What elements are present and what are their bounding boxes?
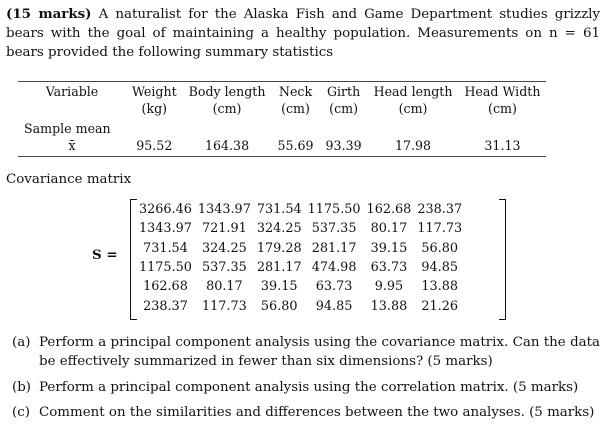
matrix-cell: 281.17 bbox=[256, 260, 302, 276]
matrix-cell: 162.68 bbox=[143, 279, 188, 295]
matrix-row: 3266.46 1343.97 731.54 1175.50 162.68 23… bbox=[136, 200, 465, 219]
matrix-label: S = bbox=[92, 247, 118, 263]
matrix-row: 238.37 117.73 56.80 94.85 13.88 21.26 bbox=[136, 296, 465, 315]
matrix-cell: 238.37 bbox=[417, 202, 463, 218]
matrix-cell: 80.17 bbox=[206, 279, 243, 295]
matrix-cell: 94.85 bbox=[315, 298, 353, 314]
matrix-cell: 537.35 bbox=[311, 221, 357, 237]
sample-mean-row: x̄ 95.52 164.38 55.69 93.39 17.98 31.13 bbox=[18, 137, 547, 157]
matrix-cell: 80.17 bbox=[370, 221, 408, 237]
unit-head-length: (cm) bbox=[398, 101, 428, 116]
matrix-cell: 281.17 bbox=[311, 240, 357, 256]
mean-body-length: 164.38 bbox=[182, 137, 272, 157]
matrix-cell: 117.73 bbox=[201, 298, 247, 314]
matrix-cell: 63.73 bbox=[315, 279, 353, 295]
matrix-cell: 1175.50 bbox=[307, 202, 361, 218]
covariance-title: Covariance matrix bbox=[6, 172, 132, 187]
matrix-row: 1175.50 537.35 281.17 474.98 63.73 94.85 bbox=[136, 258, 465, 277]
question-text: Comment on the similarities and differen… bbox=[39, 405, 595, 420]
unit-blank bbox=[18, 100, 126, 117]
matrix-cell: 63.73 bbox=[370, 260, 408, 276]
matrix-cell: 9.95 bbox=[374, 279, 404, 295]
header-variable: Variable bbox=[18, 81, 126, 100]
mean-head-width: 31.13 bbox=[458, 137, 547, 157]
mean-weight: 95.52 bbox=[126, 137, 183, 157]
matrix-cell: 162.68 bbox=[366, 202, 412, 218]
matrix-cell: 39.15 bbox=[260, 279, 298, 295]
question-label: (b) bbox=[12, 380, 32, 395]
summary-statistics-table: Variable Weight Body length Neck Girth H… bbox=[18, 81, 547, 157]
intro-text: A naturalist for the Alaska Fish and Gam… bbox=[6, 7, 601, 60]
unit-body-length: (cm) bbox=[212, 101, 242, 116]
matrix-cell: 179.28 bbox=[256, 240, 302, 256]
problem-intro: (15 marks) A naturalist for the Alaska F… bbox=[6, 5, 600, 62]
question-text: Perform a principal component analysis u… bbox=[39, 380, 579, 395]
mean-girth: 93.39 bbox=[319, 137, 368, 157]
matrix-table: 3266.46 1343.97 731.54 1175.50 162.68 23… bbox=[136, 200, 465, 316]
header-girth: Girth bbox=[319, 81, 368, 100]
table-units-row: (kg) (cm) (cm) (cm) (cm) (cm) bbox=[18, 100, 546, 117]
header-head-width: Head Width bbox=[458, 81, 547, 100]
unit-head-width: (cm) bbox=[488, 101, 517, 116]
sample-mean-label-row: Sample mean bbox=[18, 117, 546, 137]
matrix-cell: 537.35 bbox=[201, 260, 247, 276]
matrix-cell: 13.88 bbox=[421, 279, 459, 295]
matrix-cell: 731.54 bbox=[143, 240, 188, 256]
mean-neck: 55.69 bbox=[271, 137, 320, 157]
covariance-matrix: 3266.46 1343.97 731.54 1175.50 162.68 23… bbox=[130, 199, 506, 320]
sample-mean-label: Sample mean bbox=[24, 121, 111, 136]
xbar-symbol: x̄ bbox=[18, 137, 126, 157]
right-bracket bbox=[499, 199, 506, 320]
matrix-cell: 21.26 bbox=[421, 298, 459, 314]
mean-head-length: 17.98 bbox=[367, 137, 459, 157]
matrix-cell: 56.80 bbox=[260, 298, 298, 314]
marks-label: (15 marks) bbox=[6, 6, 92, 22]
matrix-cell: 1343.97 bbox=[197, 202, 251, 218]
header-body-length: Body length bbox=[182, 81, 272, 100]
left-bracket bbox=[130, 199, 137, 320]
question-text: Perform a principal component analysis u… bbox=[39, 335, 600, 369]
matrix-cell: 56.80 bbox=[421, 240, 459, 256]
unit-weight: (kg) bbox=[141, 101, 168, 116]
header-neck: Neck bbox=[271, 81, 320, 100]
header-weight: Weight bbox=[126, 81, 183, 100]
matrix-cell: 3266.46 bbox=[139, 202, 192, 218]
matrix-cell: 474.98 bbox=[311, 260, 357, 276]
matrix-cell: 324.25 bbox=[256, 221, 302, 237]
matrix-cell: 731.54 bbox=[256, 202, 302, 218]
matrix-row: 162.68 80.17 39.15 63.73 9.95 13.88 bbox=[136, 277, 465, 296]
question-a: (a) Perform a principal component analys… bbox=[12, 333, 600, 371]
question-b: (b) Perform a principal component analys… bbox=[12, 378, 600, 397]
matrix-cell: 721.91 bbox=[201, 221, 247, 237]
matrix-cell: 94.85 bbox=[421, 260, 459, 276]
matrix-cell: 117.73 bbox=[417, 221, 463, 237]
question-label: (c) bbox=[12, 405, 30, 420]
matrix-cell: 1175.50 bbox=[139, 260, 192, 276]
unit-girth: (cm) bbox=[329, 101, 358, 116]
matrix-row: 731.54 324.25 179.28 281.17 39.15 56.80 bbox=[136, 239, 465, 258]
header-head-length: Head length bbox=[367, 81, 459, 100]
matrix-cell: 39.15 bbox=[370, 240, 408, 256]
table-header-row: Variable Weight Body length Neck Girth H… bbox=[18, 81, 547, 100]
matrix-cell: 1343.97 bbox=[139, 221, 192, 237]
unit-neck: (cm) bbox=[281, 101, 310, 116]
question-c: (c) Comment on the similarities and diff… bbox=[12, 403, 600, 422]
matrix-row: 1343.97 721.91 324.25 537.35 80.17 117.7… bbox=[136, 219, 465, 238]
question-label: (a) bbox=[12, 335, 31, 350]
matrix-cell: 238.37 bbox=[143, 298, 188, 314]
matrix-cell: 324.25 bbox=[201, 240, 247, 256]
matrix-cell: 13.88 bbox=[370, 298, 408, 314]
